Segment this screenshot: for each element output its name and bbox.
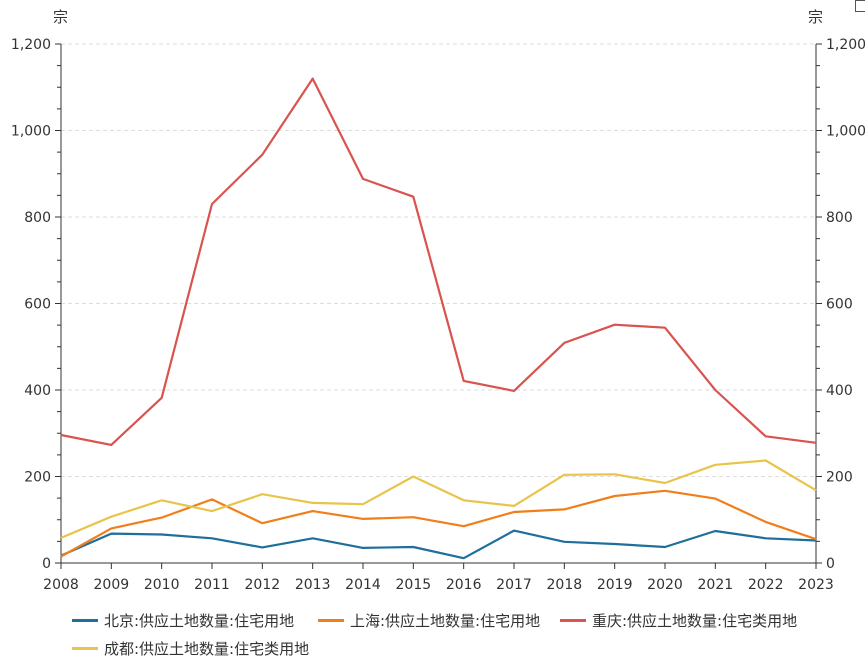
series-lines	[60, 77, 817, 560]
left-axis-unit: 宗	[53, 8, 68, 26]
x-tick-label: 2019	[597, 577, 633, 593]
x-tick-label: 2021	[698, 577, 734, 593]
y-tick-label-left: 1,000	[11, 124, 51, 140]
legend-item-beijing[interactable]: 北京:供应土地数量:住宅用地	[72, 610, 294, 631]
legend-swatch	[318, 619, 344, 622]
series-line-3	[60, 459, 817, 539]
x-tick-label: 2022	[748, 577, 784, 593]
series-line-2	[60, 77, 817, 446]
legend-label: 重庆:供应土地数量:住宅类用地	[592, 612, 798, 630]
series-line-1	[60, 489, 817, 558]
corner-icon[interactable]	[855, 0, 865, 12]
right-axis-unit: 宗	[808, 8, 823, 26]
legend-item-chongqing[interactable]: 重庆:供应土地数量:住宅类用地	[560, 610, 797, 631]
y-tick-label-right: 200	[826, 470, 853, 486]
y-tick-label-right: 400	[826, 383, 853, 399]
y-tick-label-right: 1,000	[826, 124, 865, 140]
y-tick-label-left: 0	[42, 556, 51, 572]
gridlines	[61, 43, 816, 477]
y-tick-label-right: 600	[826, 297, 853, 313]
y-tick-label-left: 600	[24, 297, 51, 313]
axes: 0 0 200 200 400 400 600 600 800 800 1,000 1,000 1,20…	[11, 37, 865, 593]
legend-item-shanghai[interactable]: 上海:供应土地数量:住宅用地	[318, 610, 540, 631]
legend-swatch	[72, 647, 98, 650]
x-tick-label: 2020	[647, 577, 683, 593]
x-tick-label: 2015	[396, 577, 432, 593]
legend-swatch	[560, 619, 586, 622]
x-tick-label: 2017	[496, 577, 532, 593]
y-tick-label-left: 200	[24, 470, 51, 486]
y-tick-label-right: 800	[826, 210, 853, 226]
x-tick-label: 2010	[144, 577, 180, 593]
legend-label: 北京:供应土地数量:住宅用地	[104, 612, 295, 630]
y-tick-label-left: 400	[24, 383, 51, 399]
legend-label: 上海:供应土地数量:住宅用地	[350, 612, 541, 630]
x-tick-label: 2018	[547, 577, 583, 593]
y-tick-label-left: 800	[24, 210, 51, 226]
x-tick-label: 2014	[345, 577, 381, 593]
x-tick-label: 2011	[194, 577, 230, 593]
line-chart: 宗 宗 0 0 200 200 400 400 600 600 800 800 1,000 1,000…	[11, 8, 865, 593]
legend-item-chengdu[interactable]: 成都:供应土地数量:住宅类用地	[72, 638, 309, 659]
y-tick-label-right: 0	[826, 556, 835, 572]
series-line-0	[60, 529, 817, 560]
x-tick-label: 2008	[43, 577, 79, 593]
legend-swatch	[72, 619, 98, 622]
x-tick-label: 2012	[245, 577, 281, 593]
x-tick-label: 2023	[798, 577, 834, 593]
x-tick-label: 2009	[94, 577, 130, 593]
x-tick-label: 2016	[446, 577, 482, 593]
y-tick-label-left: 1,200	[11, 37, 51, 53]
x-tick-label: 2013	[295, 577, 331, 593]
legend-label: 成都:供应土地数量:住宅类用地	[104, 640, 310, 658]
y-tick-label-right: 1,200	[826, 37, 865, 53]
